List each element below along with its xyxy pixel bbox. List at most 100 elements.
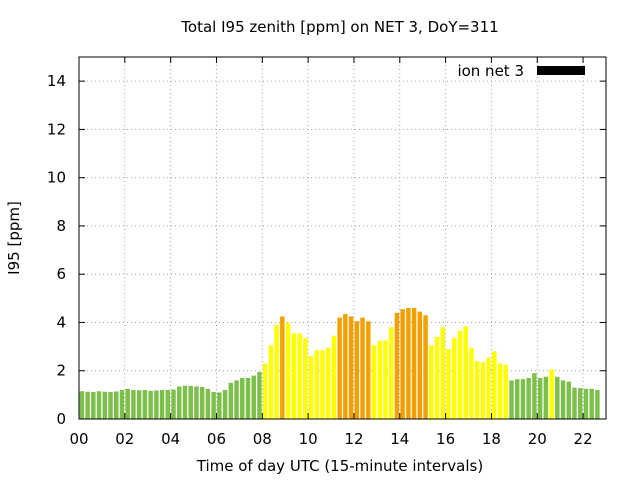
- bar: [423, 315, 428, 419]
- bar: [509, 380, 514, 419]
- bar: [205, 388, 211, 419]
- bar: [577, 388, 583, 419]
- legend: ion net 3: [457, 62, 585, 80]
- bar: [572, 387, 577, 419]
- bar: [314, 350, 319, 419]
- bar: [537, 377, 543, 419]
- bar: [492, 351, 497, 419]
- bar: [114, 391, 119, 419]
- bar: [131, 390, 136, 419]
- x-tick-label: 08: [253, 430, 272, 448]
- bar: [411, 307, 417, 419]
- legend-swatch: [537, 66, 585, 75]
- x-tick-label: 02: [115, 430, 134, 448]
- y-tick-label: 4: [56, 313, 66, 331]
- bar: [463, 326, 468, 419]
- bar: [262, 363, 268, 419]
- y-axis-label: I95 [ppm]: [5, 201, 23, 275]
- bar: [119, 390, 125, 419]
- bar: [451, 338, 457, 419]
- bar: [136, 390, 142, 419]
- axis-ticks: [78, 57, 606, 420]
- bar: [566, 381, 571, 419]
- bar: [182, 385, 188, 419]
- bar: [526, 377, 531, 419]
- bar: [337, 317, 342, 419]
- bar: [154, 390, 159, 419]
- bar: [79, 391, 85, 419]
- bar: [377, 340, 382, 419]
- bar: [274, 324, 279, 419]
- bar: [297, 333, 302, 419]
- bar: [446, 349, 451, 419]
- y-tick-label: 8: [56, 217, 66, 235]
- bar: [159, 390, 165, 419]
- x-tick-label: 06: [207, 430, 226, 448]
- grid: [78, 57, 606, 420]
- bar: [343, 314, 348, 419]
- bar: [257, 371, 262, 419]
- bar: [400, 309, 405, 419]
- bar: [331, 335, 337, 419]
- plot-frame: [78, 56, 607, 420]
- bar: [280, 316, 285, 419]
- bar: [320, 350, 325, 419]
- bar: [303, 338, 308, 419]
- bar: [285, 322, 291, 419]
- bar: [583, 388, 589, 419]
- bar: [217, 392, 222, 419]
- bar: [543, 376, 549, 419]
- bar: [366, 321, 371, 419]
- bar: [354, 321, 360, 419]
- bar: [148, 390, 153, 419]
- bar: [406, 307, 411, 419]
- y-tick-label: 6: [56, 265, 66, 283]
- y-tick-label: 14: [47, 72, 66, 90]
- bar: [291, 333, 297, 419]
- bar: [480, 362, 486, 419]
- x-tick-label: 00: [69, 430, 88, 448]
- bar: [96, 391, 102, 419]
- x-tick-label: 18: [482, 430, 501, 448]
- bar: [251, 375, 256, 419]
- legend-label: ion net 3: [457, 62, 524, 80]
- x-axis-label: Time of day UTC (15-minute intervals): [196, 457, 483, 475]
- bar: [108, 391, 113, 419]
- bar: [474, 361, 480, 419]
- bar: [457, 330, 463, 419]
- bar: [589, 388, 594, 419]
- bar: [486, 357, 491, 419]
- x-tick-label: 10: [299, 430, 318, 448]
- bar: [194, 386, 199, 419]
- x-tick-label: 14: [390, 430, 409, 448]
- bar: [199, 386, 205, 419]
- bar: [85, 391, 90, 419]
- chart-title: Total I95 zenith [ppm] on NET 3, DoY=311: [180, 18, 498, 36]
- bar: [560, 380, 566, 419]
- bar: [348, 316, 354, 419]
- bar: [228, 382, 234, 419]
- bar: [388, 327, 394, 419]
- bar: [171, 389, 176, 419]
- x-tick-label: 16: [436, 430, 455, 448]
- x-tick-label: 20: [528, 430, 547, 448]
- bar: [429, 345, 434, 419]
- bar: [394, 312, 400, 419]
- bar: [177, 386, 182, 419]
- y-tick-label: 12: [47, 120, 66, 138]
- bar: [555, 376, 560, 419]
- bar: [532, 373, 537, 419]
- bar: [102, 391, 108, 419]
- bar: [308, 356, 314, 419]
- y-tick-label: 10: [47, 169, 66, 187]
- bar: [514, 379, 520, 419]
- bar: [245, 377, 251, 419]
- bar: [383, 340, 388, 419]
- x-tick-label: 12: [344, 430, 363, 448]
- bar: [125, 388, 130, 419]
- bar-series: [79, 307, 600, 419]
- bar: [440, 327, 445, 419]
- bar: [188, 385, 193, 419]
- bar: [240, 377, 245, 419]
